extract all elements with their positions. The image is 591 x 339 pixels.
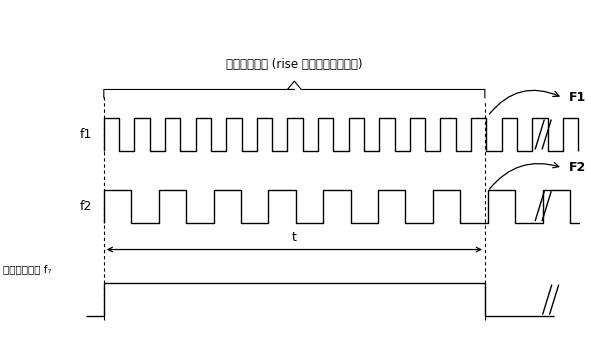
Text: 周波数を計測 (rise エッジをカウント): 周波数を計測 (rise エッジをカウント) — [226, 58, 363, 71]
Text: 基準クロック f₇: 基準クロック f₇ — [3, 264, 51, 275]
Text: t: t — [292, 231, 297, 243]
Text: F2: F2 — [569, 161, 586, 174]
Text: F1: F1 — [569, 91, 586, 104]
Text: f1: f1 — [80, 128, 92, 141]
Text: f2: f2 — [80, 200, 92, 213]
